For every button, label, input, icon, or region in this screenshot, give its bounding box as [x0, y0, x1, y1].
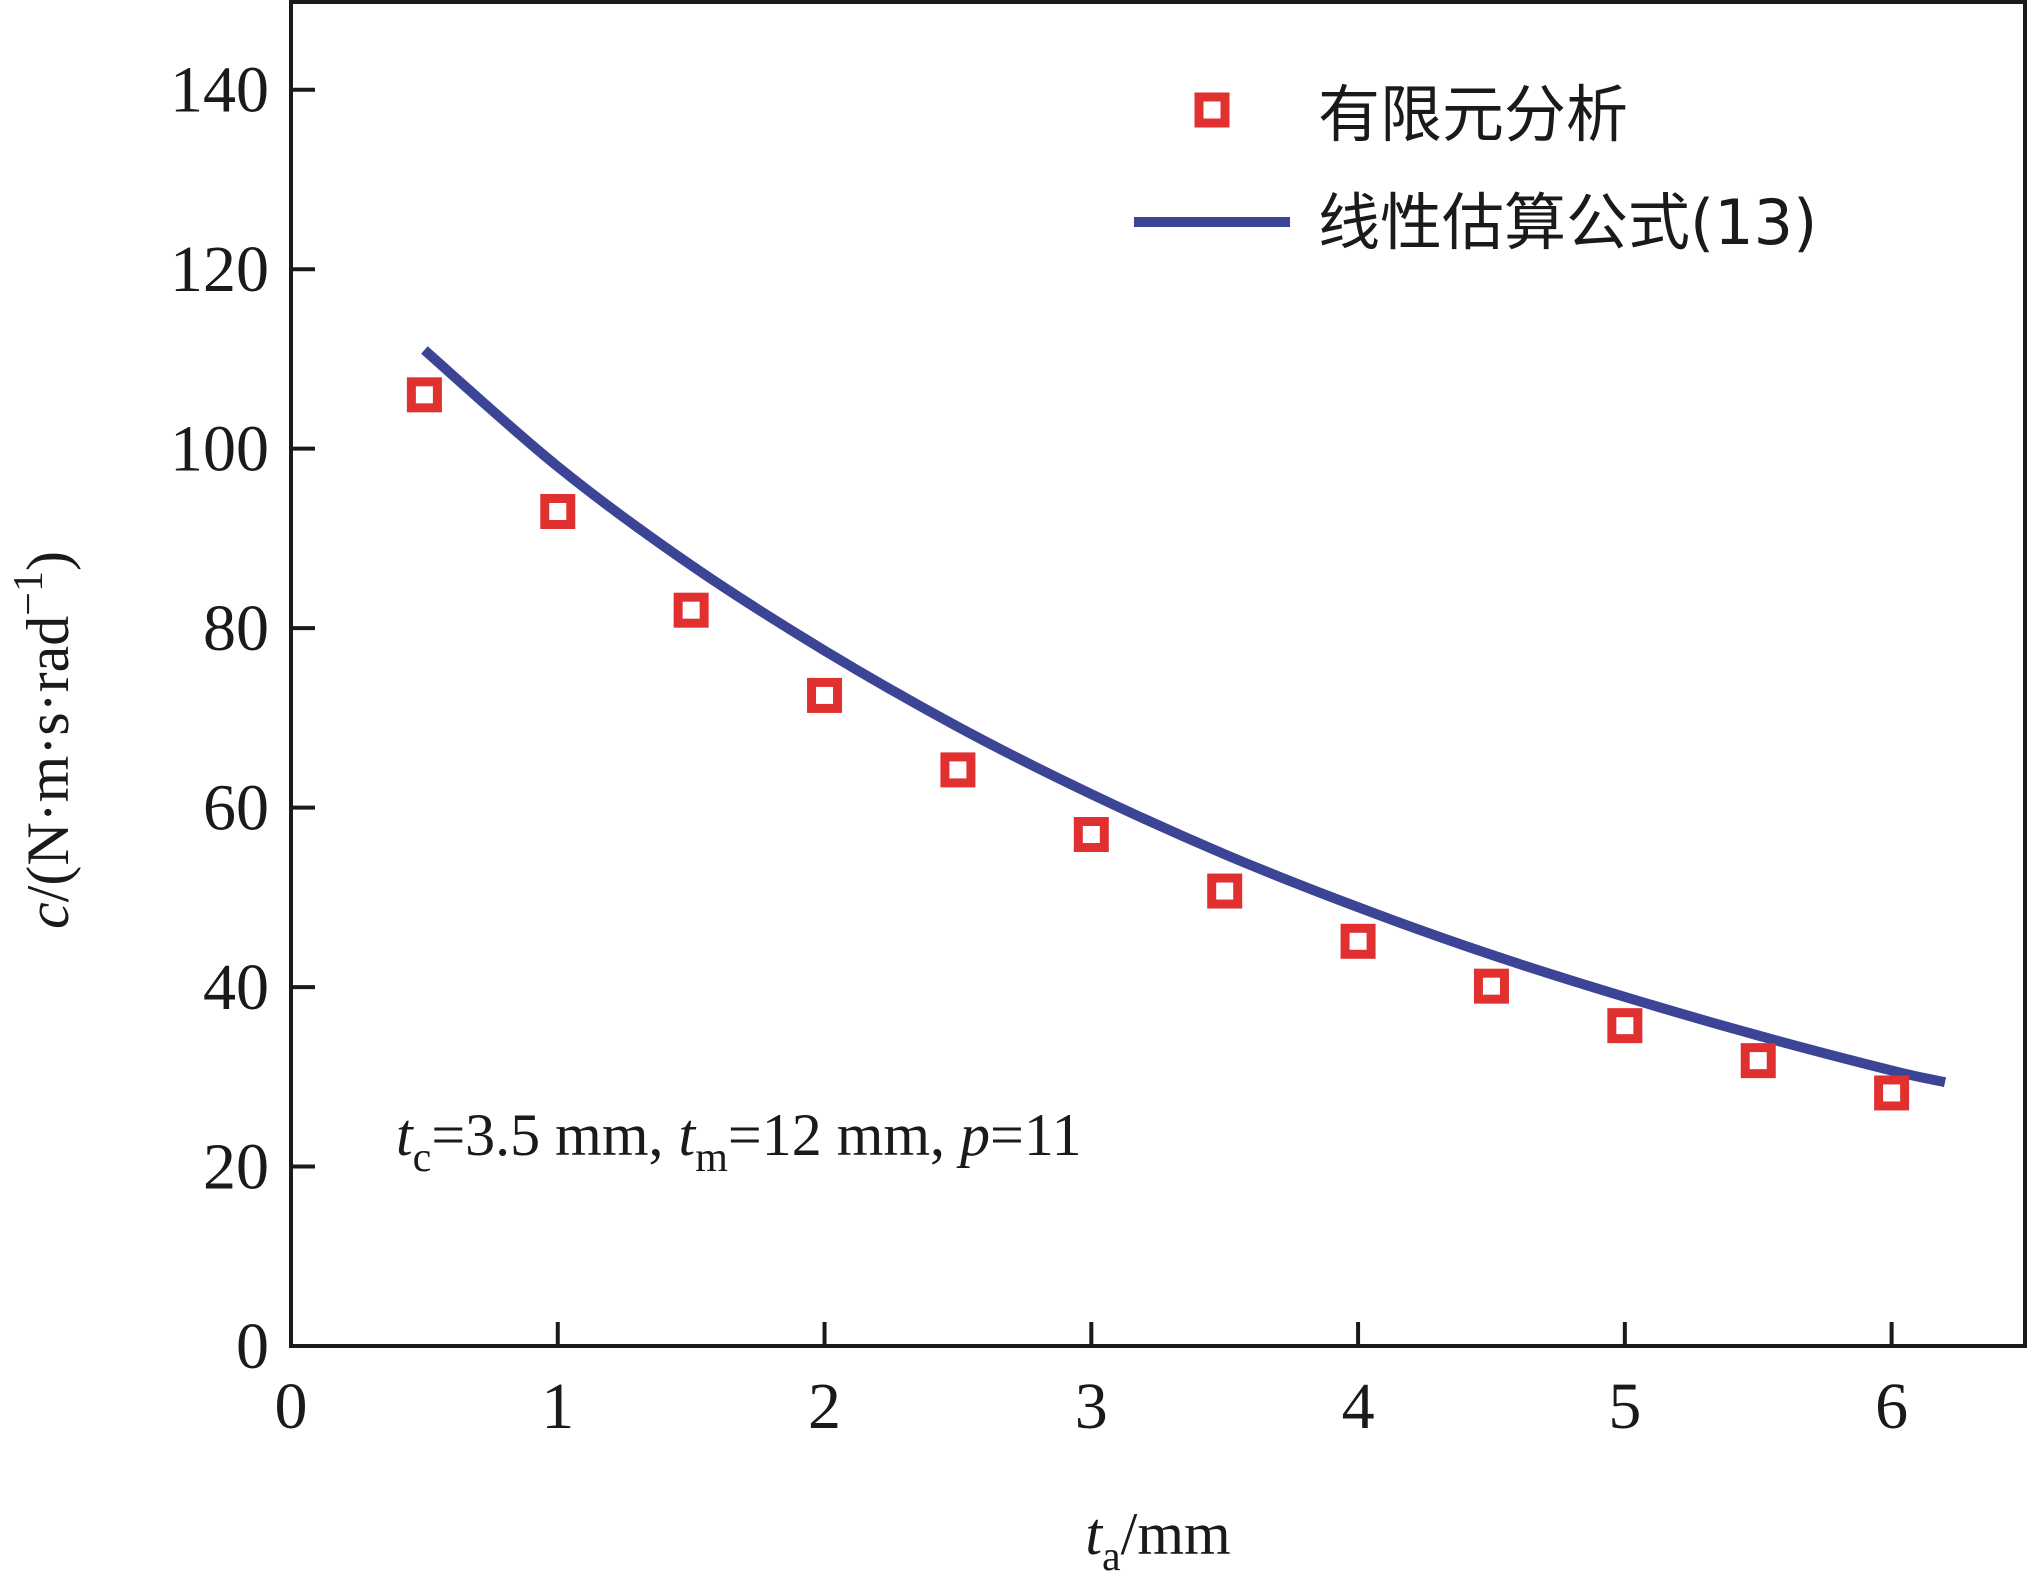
fem-point-11: [1874, 1075, 1910, 1111]
y-tick-label-3: 60: [203, 772, 269, 845]
fem-point-1: [540, 493, 576, 529]
x-tick-label-5: 5: [1608, 1370, 1641, 1443]
y-axis-title: c/(N·m·s·rad−1): [6, 551, 81, 929]
y-tick-label-6: 120: [170, 233, 269, 306]
series-line-estimate: [421, 346, 1947, 1088]
fem-point-6: [1207, 873, 1243, 909]
fem-point-3: [807, 677, 843, 713]
y-tick-label-1: 20: [203, 1131, 269, 1204]
parameter-annotation: tc=3.5 mm, tm=12 mm, p=11: [396, 1102, 1082, 1181]
fem-point-8: [1473, 968, 1509, 1004]
x-axis-title: ta/mm: [1085, 1501, 1230, 1574]
x-tick-label-2: 2: [808, 1370, 841, 1443]
fem-point-0: [406, 377, 442, 413]
x-tick-label-4: 4: [1342, 1370, 1375, 1443]
y-tick-label-5: 100: [170, 413, 269, 486]
fem-point-9: [1607, 1008, 1643, 1044]
y-tick-label-2: 40: [203, 951, 269, 1024]
x-tick-label-1: 1: [541, 1370, 574, 1443]
legend-label-estimate: 线性估算公式(13): [1318, 186, 1817, 259]
fem-point-2: [673, 592, 709, 628]
plot-frame: [289, 0, 2027, 1348]
legend-marker-fem: [1194, 92, 1230, 128]
fem-point-5: [1073, 817, 1109, 853]
fem-point-4: [940, 752, 976, 788]
y-tick-label-0: 0: [236, 1310, 269, 1383]
fem-point-10: [1740, 1043, 1776, 1079]
y-tick-label-4: 80: [203, 592, 269, 665]
x-tick-label-6: 6: [1875, 1370, 1908, 1443]
x-tick-label-0: 0: [275, 1370, 308, 1443]
x-tick-label-3: 3: [1075, 1370, 1108, 1443]
y-tick-label-7: 140: [170, 54, 269, 127]
fem-point-7: [1340, 923, 1376, 959]
legend-label-fem: 有限元分析: [1318, 78, 1628, 151]
